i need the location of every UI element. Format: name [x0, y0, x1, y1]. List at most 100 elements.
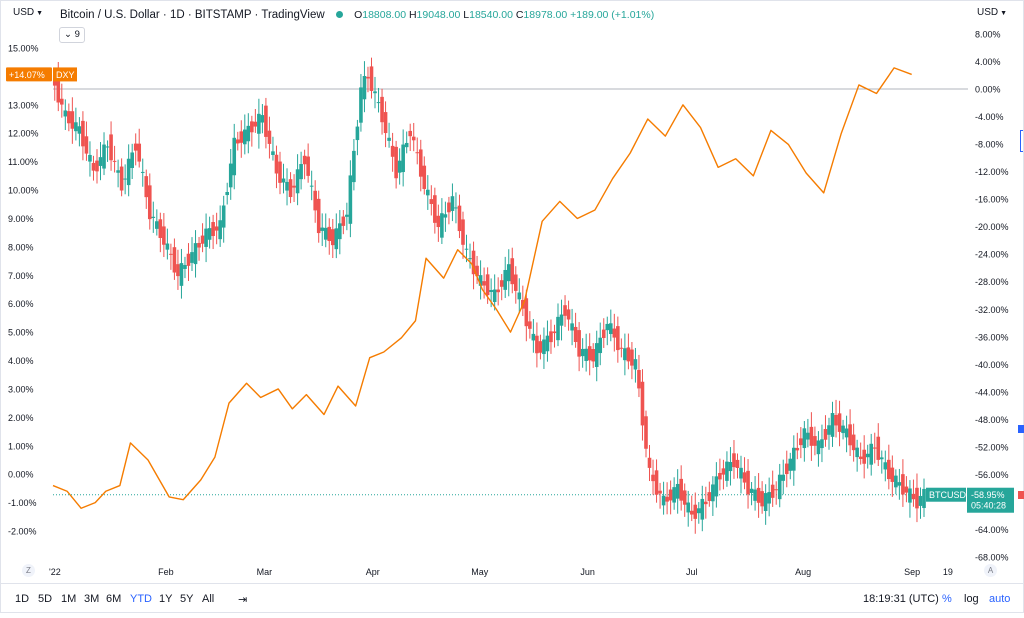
btc-candle: [813, 436, 817, 446]
btc-candle: [275, 155, 279, 174]
currency-select-left[interactable]: USD▼: [10, 6, 46, 19]
btc-candle: [349, 175, 353, 223]
dxy-name-label: DXY: [56, 70, 75, 80]
btc-candle: [352, 151, 356, 182]
btc-candle: [134, 144, 138, 151]
range-button-3m[interactable]: 3M: [84, 593, 99, 605]
separator-dot: ·: [188, 9, 195, 21]
btc-candle: [493, 290, 497, 302]
range-button-all[interactable]: All: [202, 593, 214, 605]
left-axis-tick-label: 7.00%: [8, 271, 34, 281]
btc-candle: [690, 511, 694, 515]
right-price-axis[interactable]: 8.00%4.00%0.00%-4.00%-8.00%-12.00%-16.00…: [975, 30, 1009, 563]
log-toggle[interactable]: log: [964, 593, 979, 605]
btc-candle: [268, 131, 272, 144]
btc-candle: [187, 254, 191, 266]
btc-candle: [824, 429, 828, 440]
currency-select-right[interactable]: USD▼: [974, 6, 1010, 19]
left-price-axis[interactable]: 15.00%14.00%13.00%12.00%11.00%10.00%9.00…: [8, 44, 39, 537]
right-axis-tick-label: -52.00%: [975, 442, 1009, 452]
btc-candle: [662, 496, 666, 506]
auto-toggle[interactable]: auto: [989, 593, 1010, 605]
time-axis-tick-label: Mar: [257, 567, 273, 577]
btc-candle: [855, 448, 859, 457]
btc-candle: [232, 138, 236, 175]
percent-toggle[interactable]: %: [942, 593, 952, 605]
btc-candle: [225, 192, 229, 195]
exchange-label: BITSTAMP: [195, 9, 251, 21]
indicator-toggle-button[interactable]: ⌄ 9: [59, 27, 85, 43]
btc-candle: [465, 249, 469, 250]
symbol-title[interactable]: Bitcoin / U.S. Dollar: [60, 9, 160, 21]
btc-candle: [669, 490, 673, 501]
symbol-legend[interactable]: Bitcoin / U.S. Dollar · 1D · BITSTAMP · …: [60, 9, 654, 21]
btc-candle: [922, 489, 926, 508]
right-edge-marker-red: [1018, 491, 1024, 499]
btc-candle: [693, 505, 697, 519]
btc-candle: [313, 191, 317, 211]
market-status-icon[interactable]: [336, 11, 343, 18]
btc-candle: [155, 221, 159, 229]
btc-candle: [422, 166, 426, 189]
interval-label[interactable]: 1D: [170, 9, 185, 21]
right-axis-tick-label: -40.00%: [975, 360, 1009, 370]
btc-candle: [708, 492, 712, 501]
time-axis-tick-label: Aug: [795, 567, 811, 577]
btc-candle: [901, 474, 905, 494]
btc-candle: [788, 459, 792, 471]
btc-candle: [831, 413, 835, 437]
btc-candle: [549, 331, 553, 342]
btc-candle: [64, 110, 68, 116]
btc-candle: [887, 460, 891, 479]
btc-candle: [634, 359, 638, 369]
clock-time[interactable]: 18:19:31 (UTC): [863, 593, 939, 605]
btc-candle: [190, 252, 194, 263]
btc-candle: [412, 137, 416, 141]
btc-candle: [676, 484, 680, 499]
btc-candle: [176, 264, 180, 276]
range-button-5d[interactable]: 5D: [38, 593, 52, 605]
btc-candle: [525, 298, 529, 326]
range-button-1y[interactable]: 1Y: [159, 593, 172, 605]
time-axis-tick-label: Jun: [580, 567, 595, 577]
btc-candle: [760, 491, 764, 506]
range-button-5y[interactable]: 5Y: [180, 593, 193, 605]
btc-candle: [144, 176, 148, 197]
btc-candle: [746, 471, 750, 495]
btc-candle: [130, 152, 134, 168]
right-axis-tick-label: -8.00%: [975, 140, 1004, 150]
range-button-1m[interactable]: 1M: [61, 593, 76, 605]
btc-candle: [764, 493, 768, 511]
btc-candle: [627, 347, 631, 361]
time-axis-tick-label: May: [471, 567, 489, 577]
btc-candle: [810, 427, 814, 446]
btc-value-label: -58.95%: [971, 490, 1005, 500]
btc-candle: [391, 146, 395, 157]
open-key: O: [354, 9, 362, 21]
range-button-6m[interactable]: 6M: [106, 593, 121, 605]
left-axis-tick-label: -2.00%: [8, 527, 37, 537]
range-button-1d[interactable]: 1D: [15, 593, 29, 605]
btc-candle: [584, 349, 588, 361]
btc-candle: [577, 330, 581, 357]
btc-candle: [296, 169, 300, 193]
btc-candle: [767, 492, 771, 504]
time-axis-tick-label: '22: [49, 567, 61, 577]
btc-candle: [581, 349, 585, 356]
left-axis-tick-label: 0.00%: [8, 470, 34, 480]
btc-candle: [197, 243, 201, 248]
auto-scale-button[interactable]: A: [984, 564, 997, 577]
left-axis-tick-label: 8.00%: [8, 242, 34, 252]
range-button-ytd[interactable]: YTD: [130, 593, 152, 605]
btc-candle: [204, 229, 208, 247]
btc-candle: [880, 457, 884, 459]
goto-date-icon[interactable]: ⇥: [238, 593, 247, 606]
btc-candle: [532, 334, 536, 341]
zoom-reset-button[interactable]: Z: [22, 564, 35, 577]
btc-candle: [905, 487, 909, 493]
btc-candle: [109, 134, 113, 160]
